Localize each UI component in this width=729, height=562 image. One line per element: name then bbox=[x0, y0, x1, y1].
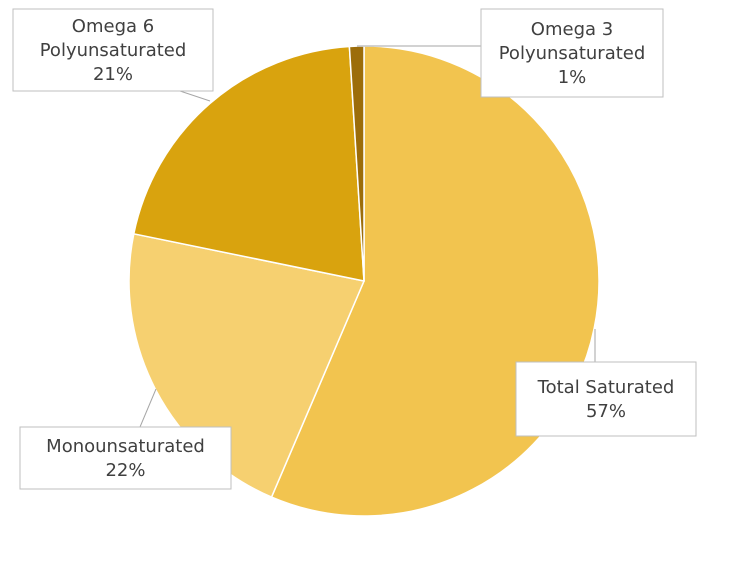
slice-percentage: 57% bbox=[586, 401, 626, 422]
data-label-1: Total Saturated 57% bbox=[515, 361, 697, 437]
slice-name-line: Omega 3 bbox=[531, 19, 613, 40]
data-label-box bbox=[515, 361, 697, 437]
leader-line-2 bbox=[139, 388, 157, 428]
data-label-box bbox=[480, 8, 664, 98]
slice-name-line: Total Saturated bbox=[537, 377, 675, 398]
data-label-3: Omega 6 Polyunsaturated 21% bbox=[12, 8, 214, 92]
data-label-4: Omega 3 Polyunsaturated 1% bbox=[480, 8, 664, 98]
slice-percentage: 1% bbox=[558, 67, 587, 88]
data-label-box bbox=[12, 8, 214, 92]
data-labels: Total Saturated 57% Monounsaturated 22% Omeg… bbox=[12, 8, 697, 490]
slice-name-line: Monounsaturated bbox=[46, 436, 205, 457]
pie-slice-3 bbox=[132, 45, 365, 282]
leader-line-3 bbox=[179, 90, 211, 102]
data-label-box bbox=[19, 426, 232, 490]
slice-percentage: 22% bbox=[105, 460, 145, 481]
slice-percentage: 21% bbox=[93, 64, 133, 85]
slice-name-line: Polyunsaturated bbox=[40, 40, 187, 61]
slice-name-line: Polyunsaturated bbox=[499, 43, 646, 64]
slice-name-line: Omega 6 bbox=[72, 16, 154, 37]
data-label-2: Monounsaturated 22% bbox=[19, 426, 232, 490]
leader-lines bbox=[139, 45, 596, 428]
